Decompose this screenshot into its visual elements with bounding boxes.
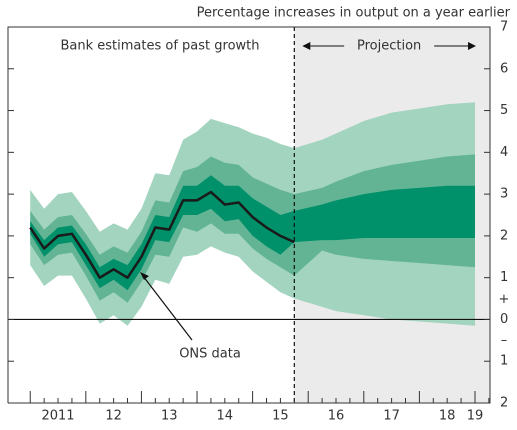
fan-band (30, 175, 475, 291)
y-tick-label: 2 (500, 396, 508, 411)
y-tick-label: 3 (500, 187, 508, 202)
x-tick-label: 19 (467, 409, 484, 424)
minus-sign: – (501, 333, 508, 348)
plus-sign: + (499, 292, 510, 307)
x-tick-label: 16 (328, 409, 345, 424)
x-tick-label: 14 (217, 409, 234, 424)
x-tick-label: 15 (272, 409, 289, 424)
arrowhead (302, 42, 311, 50)
y-tick-label: 5 (500, 103, 508, 118)
x-tick-label: 17 (383, 409, 400, 424)
chart-title: Percentage increases in output on a year… (197, 6, 511, 21)
x-tick-label: 12 (105, 409, 122, 424)
x-tick-label: 13 (161, 409, 178, 424)
y-tick-label: 0 (500, 312, 508, 327)
y-tick-label: 6 (500, 61, 508, 76)
ons-data-line (29, 190, 295, 279)
x-tick-label: 2011 (41, 409, 74, 424)
y-tick-label: 1 (500, 354, 508, 369)
arrowhead (140, 272, 149, 280)
arrowhead (468, 42, 476, 50)
y-tick-label: 2 (500, 228, 508, 243)
y-tick-label: 4 (500, 145, 508, 160)
projection-label: Projection (357, 39, 421, 54)
ons-label: ONS data (179, 347, 241, 362)
ons-pointer (142, 275, 193, 341)
y-tick-label: 1 (500, 270, 508, 285)
past-label: Bank estimates of past growth (60, 39, 259, 54)
y-tick-label: 7 (500, 20, 508, 35)
x-tick-label: 18 (439, 409, 456, 424)
